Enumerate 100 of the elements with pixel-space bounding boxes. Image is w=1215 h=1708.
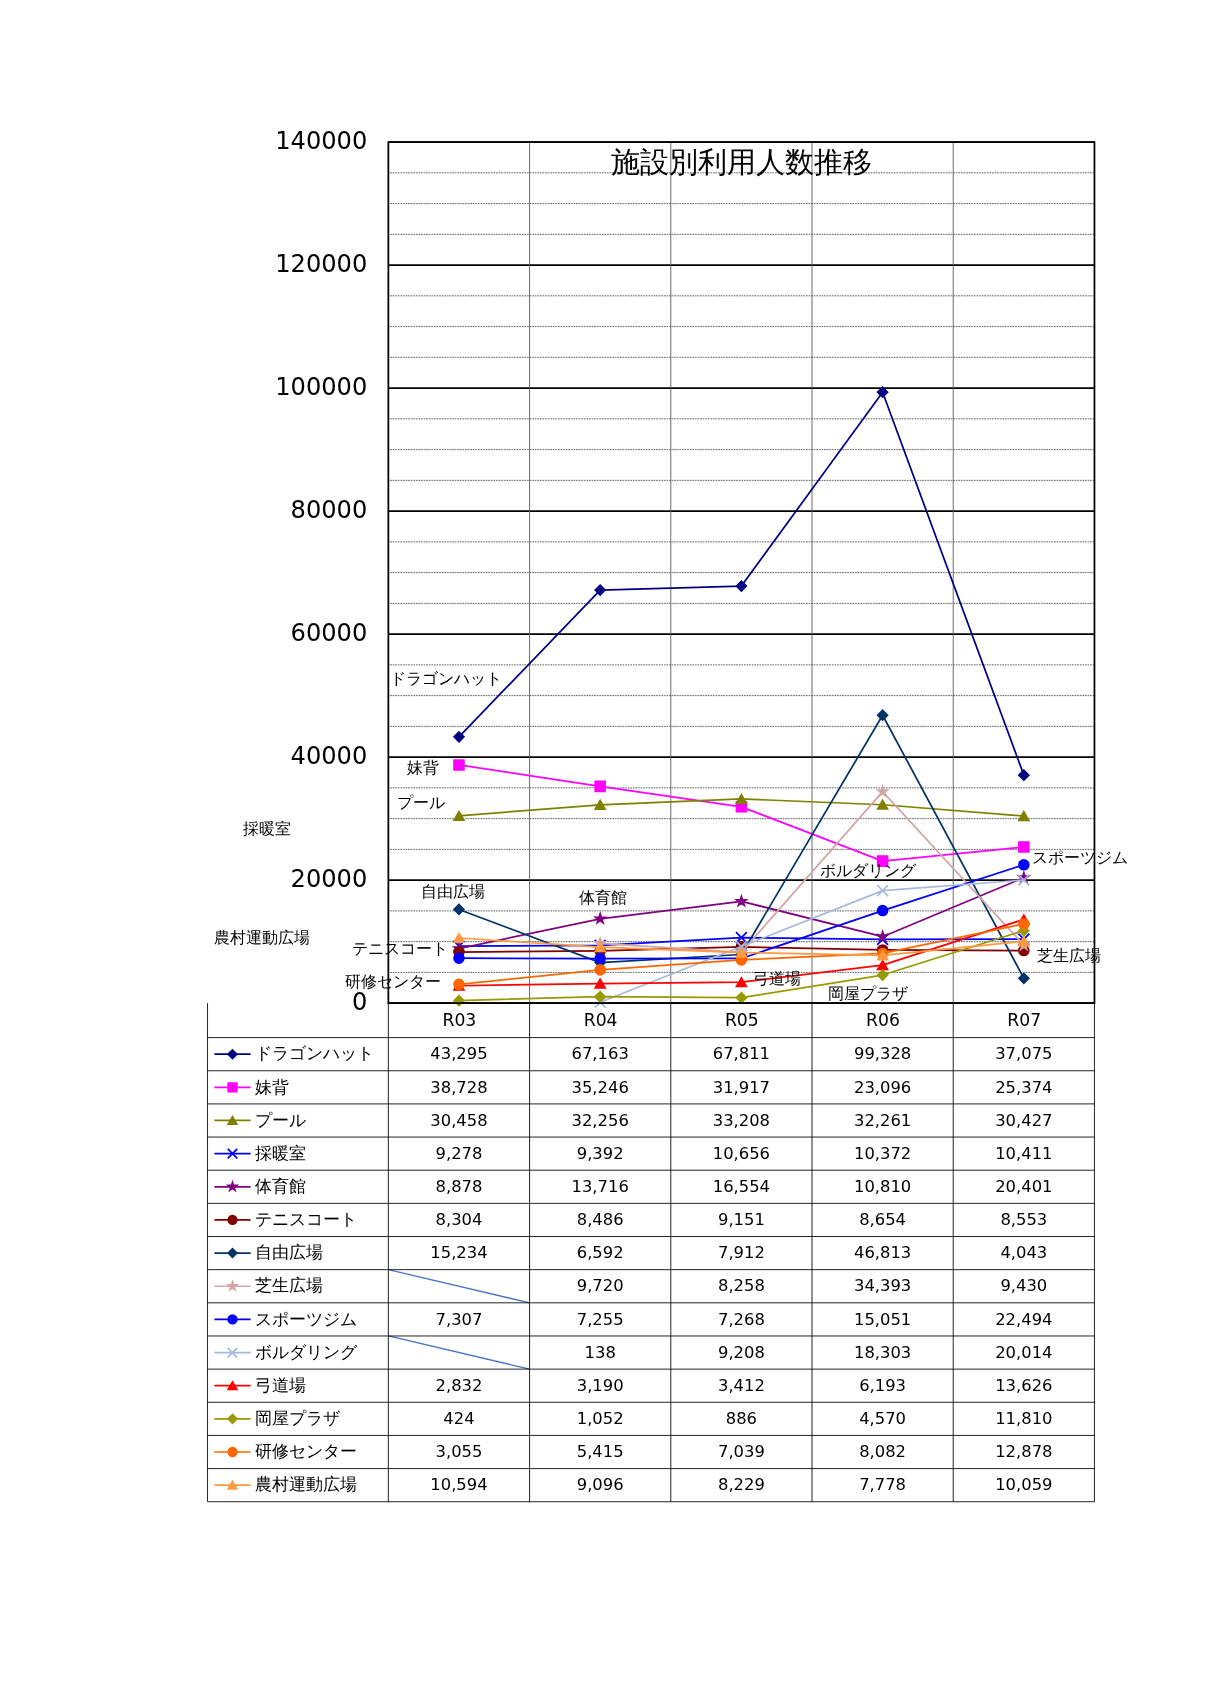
data-label: 32,256 bbox=[571, 1110, 629, 1130]
annotation: 妹背 bbox=[407, 758, 440, 778]
data-label: 7,268 bbox=[717, 1309, 765, 1329]
data-label: 12,878 bbox=[995, 1442, 1053, 1462]
data-label: 15,051 bbox=[853, 1309, 912, 1329]
y-tick-label: 20000 bbox=[290, 865, 368, 894]
data-label: 20,401 bbox=[995, 1176, 1053, 1196]
data-label: 8,229 bbox=[717, 1475, 765, 1495]
data-label: 67,811 bbox=[712, 1044, 771, 1064]
data-label: 43,295 bbox=[430, 1044, 488, 1064]
legend-label: 妹背 bbox=[254, 1076, 289, 1097]
legend-label: 弓道場 bbox=[254, 1374, 306, 1395]
data-label: 9,096 bbox=[576, 1475, 624, 1495]
y-tick-label: 100000 bbox=[275, 373, 368, 402]
data-label: 22,494 bbox=[995, 1309, 1053, 1329]
data-label: 9,278 bbox=[435, 1143, 483, 1163]
data-label: 13,716 bbox=[571, 1176, 629, 1196]
data-label: 3,190 bbox=[576, 1375, 624, 1395]
x-tick-label: R03 bbox=[442, 1009, 477, 1030]
annotation: スポーツジム bbox=[1031, 848, 1128, 868]
data-label: 37,075 bbox=[995, 1044, 1053, 1064]
annotation: ボルダリング bbox=[820, 860, 918, 880]
data-label: 30,427 bbox=[995, 1110, 1053, 1130]
annotation: ドラゴンハット bbox=[390, 668, 503, 688]
annotation: 自由広場 bbox=[420, 882, 485, 901]
data-label: 2,832 bbox=[435, 1375, 483, 1395]
annotation: 岡屋プラザ bbox=[828, 984, 909, 1004]
data-label: 8,304 bbox=[435, 1210, 483, 1230]
data-label: 18,303 bbox=[853, 1342, 912, 1362]
data-label: 886 bbox=[725, 1409, 758, 1429]
y-tick-label: 80000 bbox=[290, 496, 368, 525]
legend-label: プール bbox=[254, 1109, 306, 1130]
data-label: 7,778 bbox=[859, 1475, 907, 1495]
data-label: 23,096 bbox=[853, 1077, 912, 1097]
data-label: 4,043 bbox=[1000, 1243, 1048, 1263]
data-label: 1,052 bbox=[576, 1409, 624, 1429]
data-label: 6,193 bbox=[859, 1375, 907, 1395]
x-tick-label: R05 bbox=[724, 1009, 759, 1030]
data-label: 9,151 bbox=[717, 1210, 765, 1230]
legend-label: 岡屋プラザ bbox=[254, 1408, 340, 1429]
data-label: 38,728 bbox=[430, 1077, 488, 1097]
data-label: 46,813 bbox=[853, 1243, 912, 1263]
data-label: 25,374 bbox=[995, 1077, 1053, 1097]
data-label: 138 bbox=[584, 1342, 616, 1362]
data-label: 7,912 bbox=[717, 1243, 765, 1263]
data-label: 33,208 bbox=[712, 1110, 771, 1130]
data-label: 8,654 bbox=[859, 1210, 907, 1230]
data-label: 13,626 bbox=[995, 1375, 1053, 1395]
y-tick-label: 60000 bbox=[290, 619, 368, 648]
data-label: 10,059 bbox=[995, 1475, 1053, 1495]
y-tick-label: 0 bbox=[351, 988, 368, 1017]
legend-label: 自由広場 bbox=[254, 1242, 323, 1263]
data-label: 10,810 bbox=[853, 1176, 912, 1196]
legend-label: スポーツジム bbox=[254, 1308, 357, 1329]
text: 農村運動広場 bbox=[214, 928, 311, 948]
legend-label: 芝生広場 bbox=[254, 1275, 323, 1296]
legend-label: テニスコート bbox=[254, 1209, 357, 1230]
data-label: 99,328 bbox=[853, 1044, 912, 1064]
data-label: 67,163 bbox=[571, 1044, 629, 1064]
data-label: 424 bbox=[443, 1409, 475, 1429]
data-label: 20,014 bbox=[995, 1342, 1053, 1362]
data-label: 11,810 bbox=[995, 1409, 1053, 1429]
y-tick-label: 140000 bbox=[275, 127, 368, 156]
data-label: 10,411 bbox=[995, 1143, 1053, 1163]
data-label: 3,412 bbox=[717, 1375, 765, 1395]
data-label: 7,039 bbox=[717, 1442, 765, 1462]
legend-label: 農村運動広場 bbox=[254, 1474, 357, 1495]
data-label: 7,255 bbox=[576, 1309, 624, 1329]
data-label: 6,592 bbox=[576, 1243, 624, 1263]
data-label: 10,372 bbox=[853, 1143, 912, 1163]
data-label: 8,082 bbox=[859, 1442, 907, 1462]
data-label: 9,430 bbox=[1000, 1276, 1048, 1296]
data-label: 4,570 bbox=[859, 1409, 907, 1429]
data-label: 8,553 bbox=[1000, 1210, 1048, 1230]
data-label: 8,878 bbox=[435, 1176, 483, 1196]
x-tick-label: R04 bbox=[583, 1009, 618, 1030]
annotation: 体育館 bbox=[578, 887, 627, 907]
data-label: 16,554 bbox=[712, 1176, 771, 1196]
text: 採暖室 bbox=[242, 818, 291, 838]
legend-label: ドラゴンハット bbox=[254, 1043, 374, 1064]
data-label: 10,656 bbox=[712, 1143, 771, 1163]
data-label: 35,246 bbox=[571, 1077, 629, 1097]
y-tick-label: 40000 bbox=[290, 742, 368, 771]
data-label: 5,415 bbox=[576, 1442, 624, 1462]
data-label: 8,258 bbox=[717, 1276, 765, 1296]
data-label: 10,594 bbox=[430, 1475, 488, 1495]
data-label: 9,720 bbox=[576, 1276, 624, 1296]
annotation: プール bbox=[396, 792, 445, 812]
data-label: 7,307 bbox=[435, 1309, 483, 1329]
x-tick-label: R07 bbox=[1007, 1009, 1042, 1030]
data-label: 32,261 bbox=[853, 1110, 912, 1130]
data-label: 30,458 bbox=[430, 1110, 488, 1130]
chart-title: 施設別利用人数推移 bbox=[610, 145, 872, 180]
x-tick-label: R06 bbox=[866, 1009, 900, 1030]
data-label: 9,208 bbox=[717, 1342, 765, 1362]
data-label: 15,234 bbox=[430, 1243, 488, 1263]
legend-label: 研修センター bbox=[254, 1441, 357, 1462]
data-label: 9,392 bbox=[576, 1143, 624, 1163]
y-tick-label: 120000 bbox=[275, 250, 368, 279]
data-label: 8,486 bbox=[576, 1210, 624, 1230]
